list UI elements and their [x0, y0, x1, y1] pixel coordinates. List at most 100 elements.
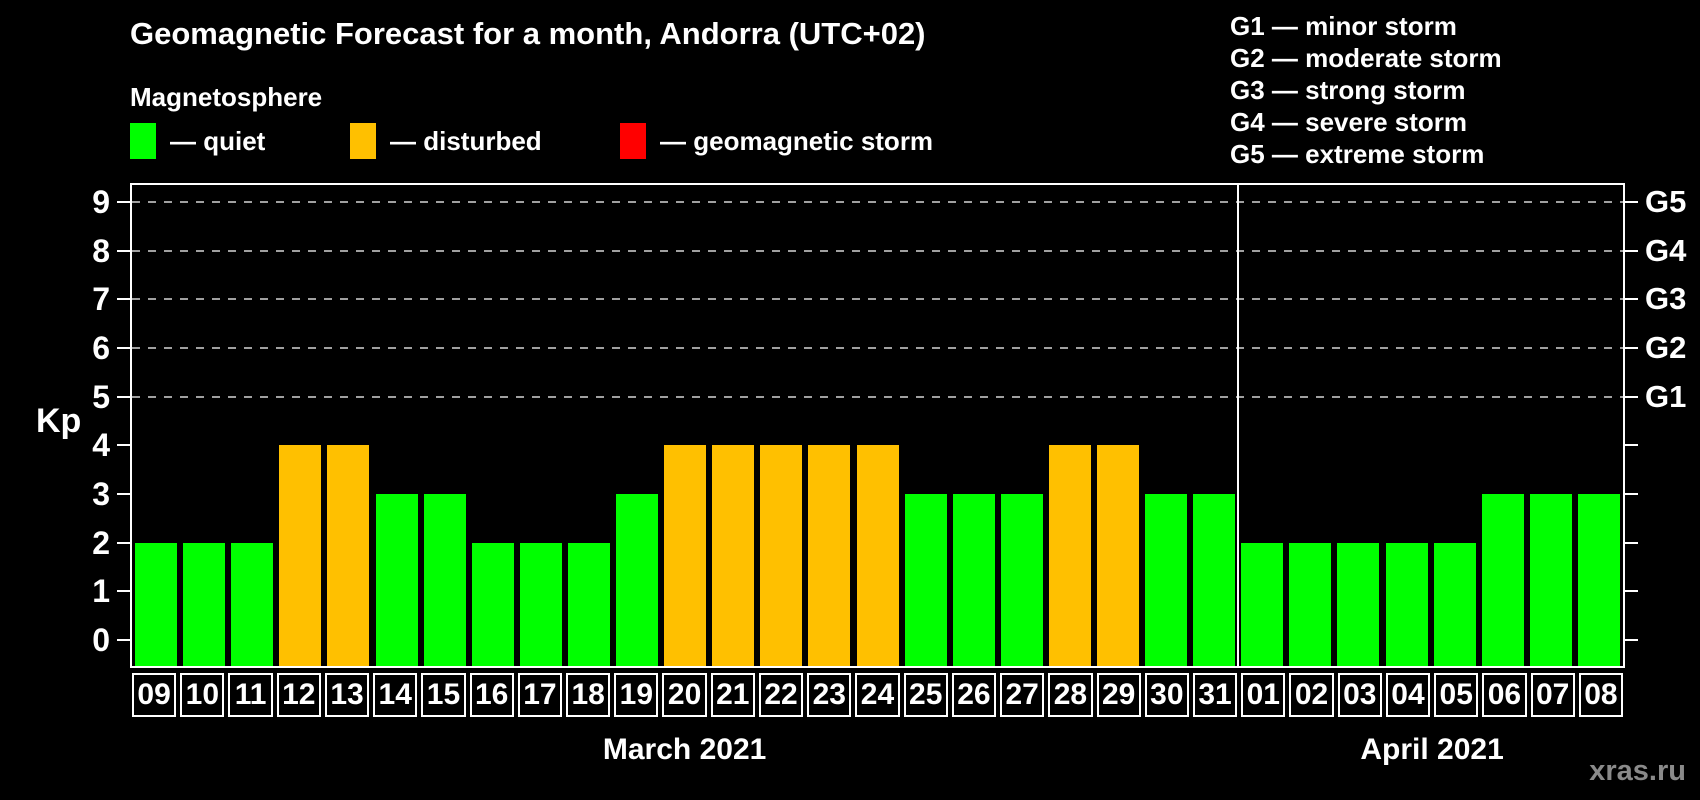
- y-tick-label-1: 1: [92, 573, 110, 610]
- gridline-kp5: [132, 395, 1623, 398]
- day-label-march-14: 14: [373, 673, 418, 717]
- y-tick-right-3: [1625, 492, 1638, 495]
- y-tick-left-6: [117, 346, 130, 349]
- day-label-march-26: 26: [951, 673, 997, 717]
- legend-label-storm: — geomagnetic storm: [660, 125, 934, 156]
- day-label-march-13: 13: [324, 673, 370, 717]
- day-label-march-12: 12: [276, 673, 321, 717]
- bar-march-15: [423, 494, 466, 666]
- bar-march-26: [952, 494, 995, 666]
- y-tick-label-5: 5: [92, 378, 110, 415]
- watermark: xras.ru: [1589, 755, 1686, 787]
- y-tick-left-2: [117, 541, 130, 544]
- y-tick-left-9: [117, 200, 130, 203]
- g-axis-label-g4: G4: [1645, 232, 1687, 268]
- day-label-april-05: 05: [1434, 673, 1479, 717]
- y-tick-label-9: 9: [92, 183, 110, 220]
- g-legend-line-g1: G1 — minor storm: [1230, 11, 1457, 41]
- bar-april-01: [1241, 542, 1284, 666]
- legend-item-quiet: — quiet: [130, 122, 265, 160]
- y-tick-label-6: 6: [92, 329, 110, 366]
- g-legend-line-g2: G2 — moderate storm: [1230, 43, 1502, 73]
- day-label-april-08: 08: [1578, 673, 1623, 717]
- bar-march-10: [183, 542, 226, 666]
- day-label-april-02: 02: [1289, 673, 1334, 717]
- bar-march-18: [567, 542, 610, 666]
- g-axis-label-g5: G5: [1645, 183, 1687, 219]
- bar-april-05: [1433, 542, 1476, 666]
- y-tick-right-1: [1625, 590, 1638, 593]
- y-tick-label-0: 0: [92, 622, 110, 658]
- bar-march-21: [712, 445, 755, 666]
- gridline-kp9: [132, 200, 1623, 203]
- g-axis-label-g3: G3: [1645, 281, 1687, 317]
- month-label-april: April 2021: [1360, 733, 1504, 766]
- day-label-march-29: 29: [1096, 673, 1141, 717]
- day-axis-row: 09 10 11 12 13 14 15 16 17 18 19 20 21 22 23 24 25 26 27 28…: [130, 673, 1625, 717]
- bar-march-19: [616, 494, 659, 666]
- day-label-march-15: 15: [421, 673, 466, 717]
- bar-march-16: [471, 542, 514, 666]
- bar-march-24: [856, 445, 899, 666]
- day-label-march-16: 16: [469, 673, 514, 717]
- bar-march-28: [1048, 445, 1091, 666]
- day-label-march-19: 19: [614, 673, 659, 717]
- bar-april-07: [1529, 494, 1572, 666]
- month-separator: [1237, 185, 1240, 666]
- gridline-kp8: [132, 249, 1623, 252]
- bar-april-08: [1577, 494, 1620, 666]
- y-tick-left-4: [117, 444, 130, 447]
- day-label-march-11: 11: [228, 673, 273, 717]
- disturbed-swatch-icon: [350, 123, 376, 159]
- y-tick-left-5: [117, 395, 130, 398]
- day-label-april-01: 01: [1241, 673, 1286, 717]
- legend-item-disturbed: — disturbed: [350, 122, 542, 160]
- bar-april-04: [1385, 542, 1428, 666]
- bar-march-29: [1096, 445, 1139, 666]
- y-tick-right-4: [1625, 444, 1638, 447]
- day-label-march-27: 27: [1000, 673, 1045, 717]
- day-label-april-07: 07: [1530, 673, 1575, 717]
- y-tick-right-8: [1625, 249, 1638, 252]
- quiet-swatch-icon: [130, 123, 156, 159]
- day-label-april-04: 04: [1385, 673, 1431, 717]
- y-axis-title: Kp: [36, 402, 82, 440]
- gridline-kp6: [132, 346, 1623, 349]
- bar-march-25: [904, 494, 947, 666]
- day-label-march-23: 23: [807, 673, 852, 717]
- y-tick-left-0: [117, 639, 130, 641]
- bar-march-11: [231, 542, 274, 666]
- bar-march-13: [327, 445, 370, 666]
- bar-april-02: [1289, 542, 1332, 666]
- day-label-march-09: 09: [132, 673, 177, 717]
- bar-march-22: [760, 445, 803, 666]
- plot-area: [130, 183, 1625, 668]
- g-axis-label-g1: G1: [1645, 378, 1687, 414]
- y-tick-left-7: [117, 298, 130, 301]
- day-label-march-25: 25: [903, 673, 948, 717]
- month-label-march: March 2021: [602, 733, 767, 766]
- y-tick-left-3: [117, 492, 130, 495]
- y-tick-right-0: [1625, 639, 1638, 641]
- day-label-march-31: 31: [1192, 673, 1238, 717]
- bar-march-27: [1000, 494, 1043, 666]
- g-legend-line-g4: G4 — severe storm: [1230, 107, 1468, 137]
- legend-label-quiet: — quiet: [170, 125, 266, 156]
- y-tick-label-4: 4: [92, 427, 110, 464]
- bar-march-23: [808, 445, 851, 666]
- bar-march-12: [279, 445, 322, 666]
- g-axis-label-g2: G2: [1645, 329, 1687, 365]
- y-tick-left-8: [117, 249, 130, 252]
- y-tick-label-3: 3: [92, 475, 110, 512]
- day-label-march-10: 10: [180, 673, 225, 717]
- day-label-march-20: 20: [662, 673, 707, 717]
- day-label-march-17: 17: [517, 673, 563, 717]
- bar-march-30: [1145, 494, 1188, 666]
- y-tick-right-7: [1625, 298, 1638, 301]
- g-scale-legend: G1 — minor storm G2 — moderate storm G3 …: [1230, 10, 1502, 170]
- bar-march-09: [135, 542, 178, 666]
- day-label-march-28: 28: [1048, 673, 1093, 717]
- chart-title: Geomagnetic Forecast for a month, Andorr…: [130, 16, 926, 51]
- day-label-april-06: 06: [1482, 673, 1527, 717]
